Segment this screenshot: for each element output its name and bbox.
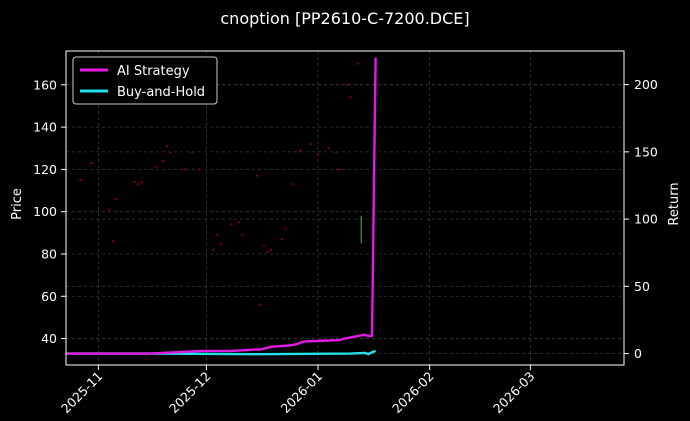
price-point [115, 197, 118, 201]
y2-tick-label-50: 50 [634, 279, 650, 294]
price-point [237, 221, 240, 224]
price-point [255, 174, 258, 177]
price-point [259, 303, 262, 306]
price-point [154, 166, 158, 169]
legend: AI Strategy Buy-and-Hold [72, 56, 218, 105]
y2-tick-label-0: 0 [634, 346, 642, 361]
legend-box [72, 56, 218, 105]
price-point [212, 248, 215, 251]
price-point [270, 248, 273, 251]
price-point [230, 223, 233, 226]
price-point [327, 147, 330, 150]
price-point [280, 238, 284, 241]
x-tick-label-2026-01: 2026-01 [278, 369, 326, 417]
price-points [79, 62, 359, 306]
price-point [262, 244, 266, 247]
price-point [183, 168, 186, 171]
legend-label-buy-and-hold: Buy-and-Hold [117, 85, 205, 100]
price-point [291, 183, 294, 186]
price-point [241, 233, 244, 237]
x-tick-label-2025-12: 2025-12 [166, 369, 214, 417]
price-point [349, 96, 352, 99]
price-point [338, 168, 341, 171]
series-line-ai-strategy [66, 57, 377, 355]
chart-title: cnoption [PP2610-C-7200.DCE] [220, 9, 469, 28]
price-point [334, 151, 338, 154]
price-point [140, 180, 143, 184]
x-axis: 2025-11 2025-12 2026-01 2026-02 2026-03 [58, 365, 538, 416]
y2-tick-label-150: 150 [634, 144, 658, 159]
y-tick-label-140: 140 [33, 120, 57, 135]
x-tick-label-2025-11: 2025-11 [58, 369, 106, 417]
price-point [133, 180, 136, 184]
y-tick-label-60: 60 [41, 289, 57, 304]
price-point [316, 153, 320, 156]
price-point [298, 149, 302, 152]
x-tick-label-2026-03: 2026-03 [490, 369, 538, 417]
price-point [165, 145, 168, 148]
price-point [216, 233, 219, 237]
return-series [66, 57, 377, 356]
y-axis-label: Price [10, 188, 25, 220]
price-point [284, 227, 287, 230]
price-point [356, 62, 359, 65]
price-point [162, 159, 165, 163]
price-point [309, 142, 312, 146]
y-tick-label-100: 100 [33, 204, 57, 219]
y-tick-label-80: 80 [41, 246, 57, 261]
price-point [169, 151, 172, 154]
plot-frame [65, 50, 625, 366]
price-point [345, 83, 348, 86]
price-point [79, 178, 82, 182]
price-point [90, 161, 93, 165]
y2-tick-label-200: 200 [634, 77, 658, 92]
y-tick-label-120: 120 [33, 162, 57, 177]
price-point [108, 208, 111, 211]
y-tick-label-160: 160 [33, 77, 57, 92]
price-point [266, 250, 269, 253]
price-point [219, 242, 222, 245]
legend-label-ai-strategy: AI Strategy [117, 64, 190, 79]
left-y-axis: 40 60 80 100 120 140 160 [33, 77, 66, 346]
right-y-axis: 0 50 100 150 200 [624, 77, 658, 361]
price-point [111, 240, 114, 243]
y2-tick-label-100: 100 [634, 212, 658, 227]
x-tick-label-2026-02: 2026-02 [389, 369, 437, 417]
price-point [198, 168, 201, 171]
y-tick-label-40: 40 [41, 331, 57, 346]
price-point [190, 151, 194, 154]
y2-axis-label: Return [667, 182, 682, 225]
price-point [136, 183, 140, 186]
